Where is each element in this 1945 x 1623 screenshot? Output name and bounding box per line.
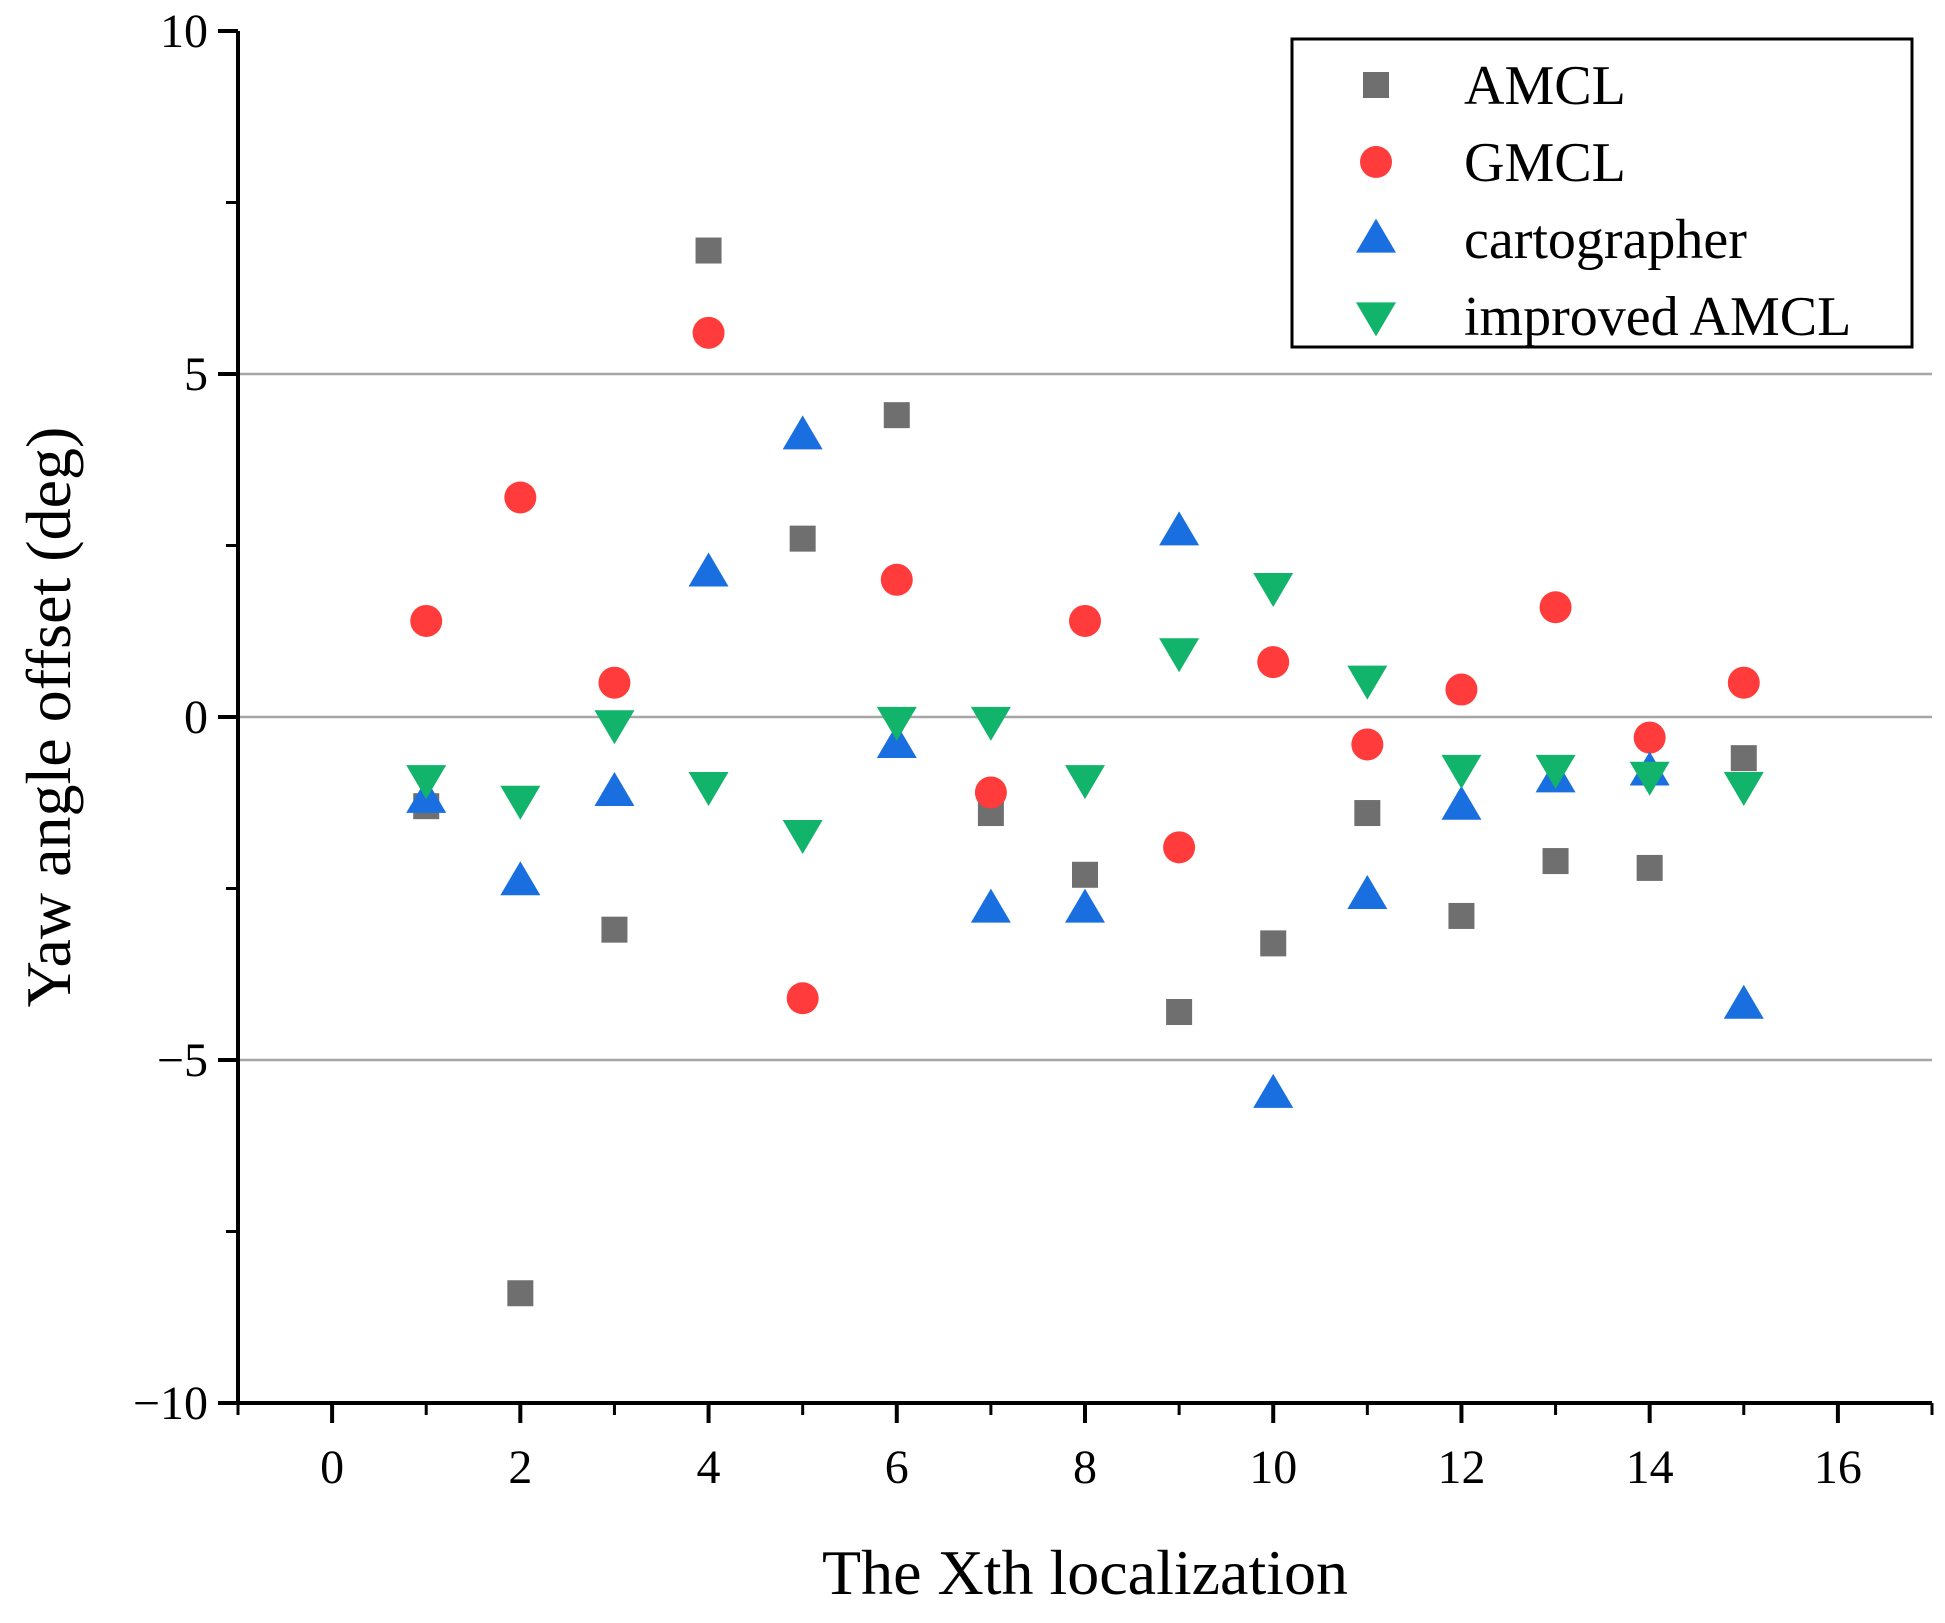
point-improved-amcl bbox=[406, 765, 447, 800]
point-amcl bbox=[789, 525, 816, 552]
point-improved-amcl bbox=[1253, 573, 1294, 608]
legend-marker-improved-amcl bbox=[1356, 302, 1396, 337]
point-cartographer bbox=[1441, 785, 1482, 820]
legend-label-amcl: AMCL bbox=[1464, 55, 1626, 117]
point-improved-amcl bbox=[1159, 638, 1200, 673]
y-axis-title: Yaw angle offset (deg) bbox=[13, 427, 84, 1008]
point-gmcl bbox=[1163, 831, 1196, 864]
x-tick-label: 10 bbox=[1249, 1441, 1297, 1494]
point-improved-amcl bbox=[594, 710, 635, 745]
x-tick-label: 2 bbox=[508, 1441, 532, 1494]
point-amcl bbox=[507, 1280, 534, 1307]
data-points bbox=[406, 237, 1764, 1307]
point-improved-amcl bbox=[876, 706, 917, 741]
point-amcl bbox=[1354, 800, 1381, 827]
point-amcl bbox=[1072, 861, 1098, 888]
point-gmcl bbox=[1257, 646, 1290, 679]
legend-box bbox=[1290, 37, 1914, 349]
point-gmcl bbox=[504, 481, 537, 514]
point-amcl bbox=[1730, 745, 1757, 772]
legend-marker-cartographer bbox=[1356, 218, 1396, 253]
point-amcl bbox=[1636, 854, 1663, 881]
point-amcl bbox=[695, 237, 722, 264]
x-tick-label: 16 bbox=[1814, 1441, 1862, 1494]
legend-label-gmcl: GMCL bbox=[1464, 132, 1626, 194]
point-improved-amcl bbox=[970, 706, 1011, 741]
point-gmcl bbox=[1633, 721, 1666, 754]
point-cartographer bbox=[500, 861, 541, 896]
y-tick-label: −10 bbox=[133, 1377, 208, 1430]
point-amcl bbox=[1260, 930, 1287, 957]
point-improved-amcl bbox=[1347, 665, 1388, 700]
point-gmcl bbox=[880, 563, 913, 596]
point-improved-amcl bbox=[1441, 754, 1482, 789]
point-cartographer bbox=[1065, 888, 1105, 923]
x-tick-label: 14 bbox=[1626, 1441, 1674, 1494]
point-amcl bbox=[1542, 848, 1569, 875]
point-improved-amcl bbox=[500, 785, 541, 820]
point-gmcl bbox=[786, 982, 819, 1015]
point-improved-amcl bbox=[1629, 761, 1670, 796]
y-tick-label: 5 bbox=[184, 348, 208, 401]
point-gmcl bbox=[974, 776, 1007, 809]
point-gmcl bbox=[692, 316, 725, 349]
point-gmcl bbox=[1445, 673, 1478, 706]
x-tick-label: 0 bbox=[320, 1441, 344, 1494]
point-cartographer bbox=[876, 724, 917, 759]
point-improved-amcl bbox=[782, 820, 823, 855]
point-amcl bbox=[1166, 998, 1193, 1025]
y-tick-label: 10 bbox=[160, 5, 208, 58]
y-tick-label: −5 bbox=[157, 1034, 208, 1087]
point-gmcl bbox=[598, 666, 631, 699]
point-improved-amcl bbox=[688, 772, 729, 806]
x-axis-title: The Xth localization bbox=[822, 1537, 1348, 1608]
legend-marker-amcl bbox=[1363, 72, 1389, 98]
point-improved-amcl bbox=[1065, 765, 1105, 800]
point-gmcl bbox=[1727, 666, 1760, 699]
point-improved-amcl bbox=[1723, 772, 1764, 806]
point-amcl bbox=[601, 916, 628, 943]
point-gmcl bbox=[1069, 604, 1101, 637]
y-tick-label: 0 bbox=[184, 691, 208, 744]
legend-label-cartographer: cartographer bbox=[1464, 209, 1747, 271]
point-gmcl bbox=[1351, 728, 1384, 761]
point-improved-amcl bbox=[1535, 754, 1576, 789]
legend-marker-gmcl bbox=[1360, 146, 1392, 178]
x-tick-label: 8 bbox=[1073, 1441, 1097, 1494]
point-cartographer bbox=[1723, 984, 1764, 1019]
point-amcl bbox=[1448, 902, 1475, 929]
point-cartographer bbox=[1159, 511, 1200, 546]
point-cartographer bbox=[594, 772, 635, 807]
point-cartographer bbox=[1253, 1073, 1294, 1108]
point-cartographer bbox=[688, 552, 729, 587]
point-gmcl bbox=[410, 604, 443, 637]
axes: −10 −5 0 5 10 0 2 4 6 8 10 12 14 16 bbox=[133, 5, 1934, 1494]
x-tick-label: 6 bbox=[885, 1441, 909, 1494]
point-gmcl bbox=[1539, 591, 1572, 624]
legend-label-improved-amcl: improved AMCL bbox=[1464, 286, 1851, 348]
legend: AMCL GMCL cartographer improved AMCL bbox=[1290, 37, 1914, 349]
point-cartographer bbox=[782, 415, 823, 450]
point-cartographer bbox=[1347, 874, 1388, 909]
gridlines bbox=[238, 372, 1932, 1062]
x-tick-label: 4 bbox=[697, 1441, 721, 1494]
x-tick-label: 12 bbox=[1437, 1441, 1485, 1494]
point-amcl bbox=[883, 402, 910, 429]
point-cartographer bbox=[970, 888, 1011, 923]
